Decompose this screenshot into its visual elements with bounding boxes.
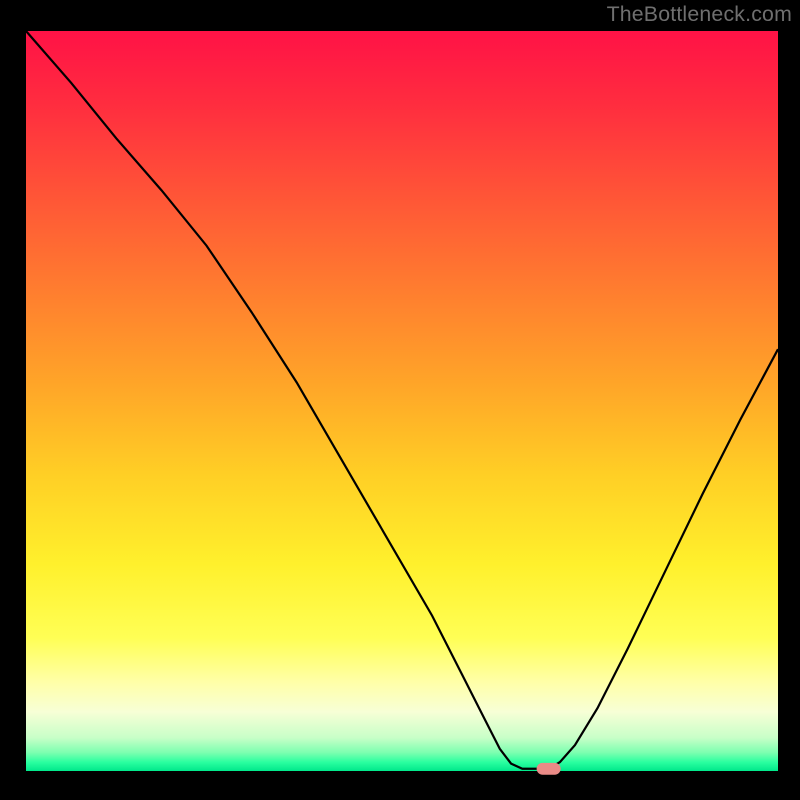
- bottleneck-chart: [0, 0, 800, 800]
- chart-frame: TheBottleneck.com: [0, 0, 800, 800]
- optimum-marker: [537, 763, 561, 775]
- plot-background: [26, 31, 778, 771]
- watermark-label: TheBottleneck.com: [607, 2, 792, 27]
